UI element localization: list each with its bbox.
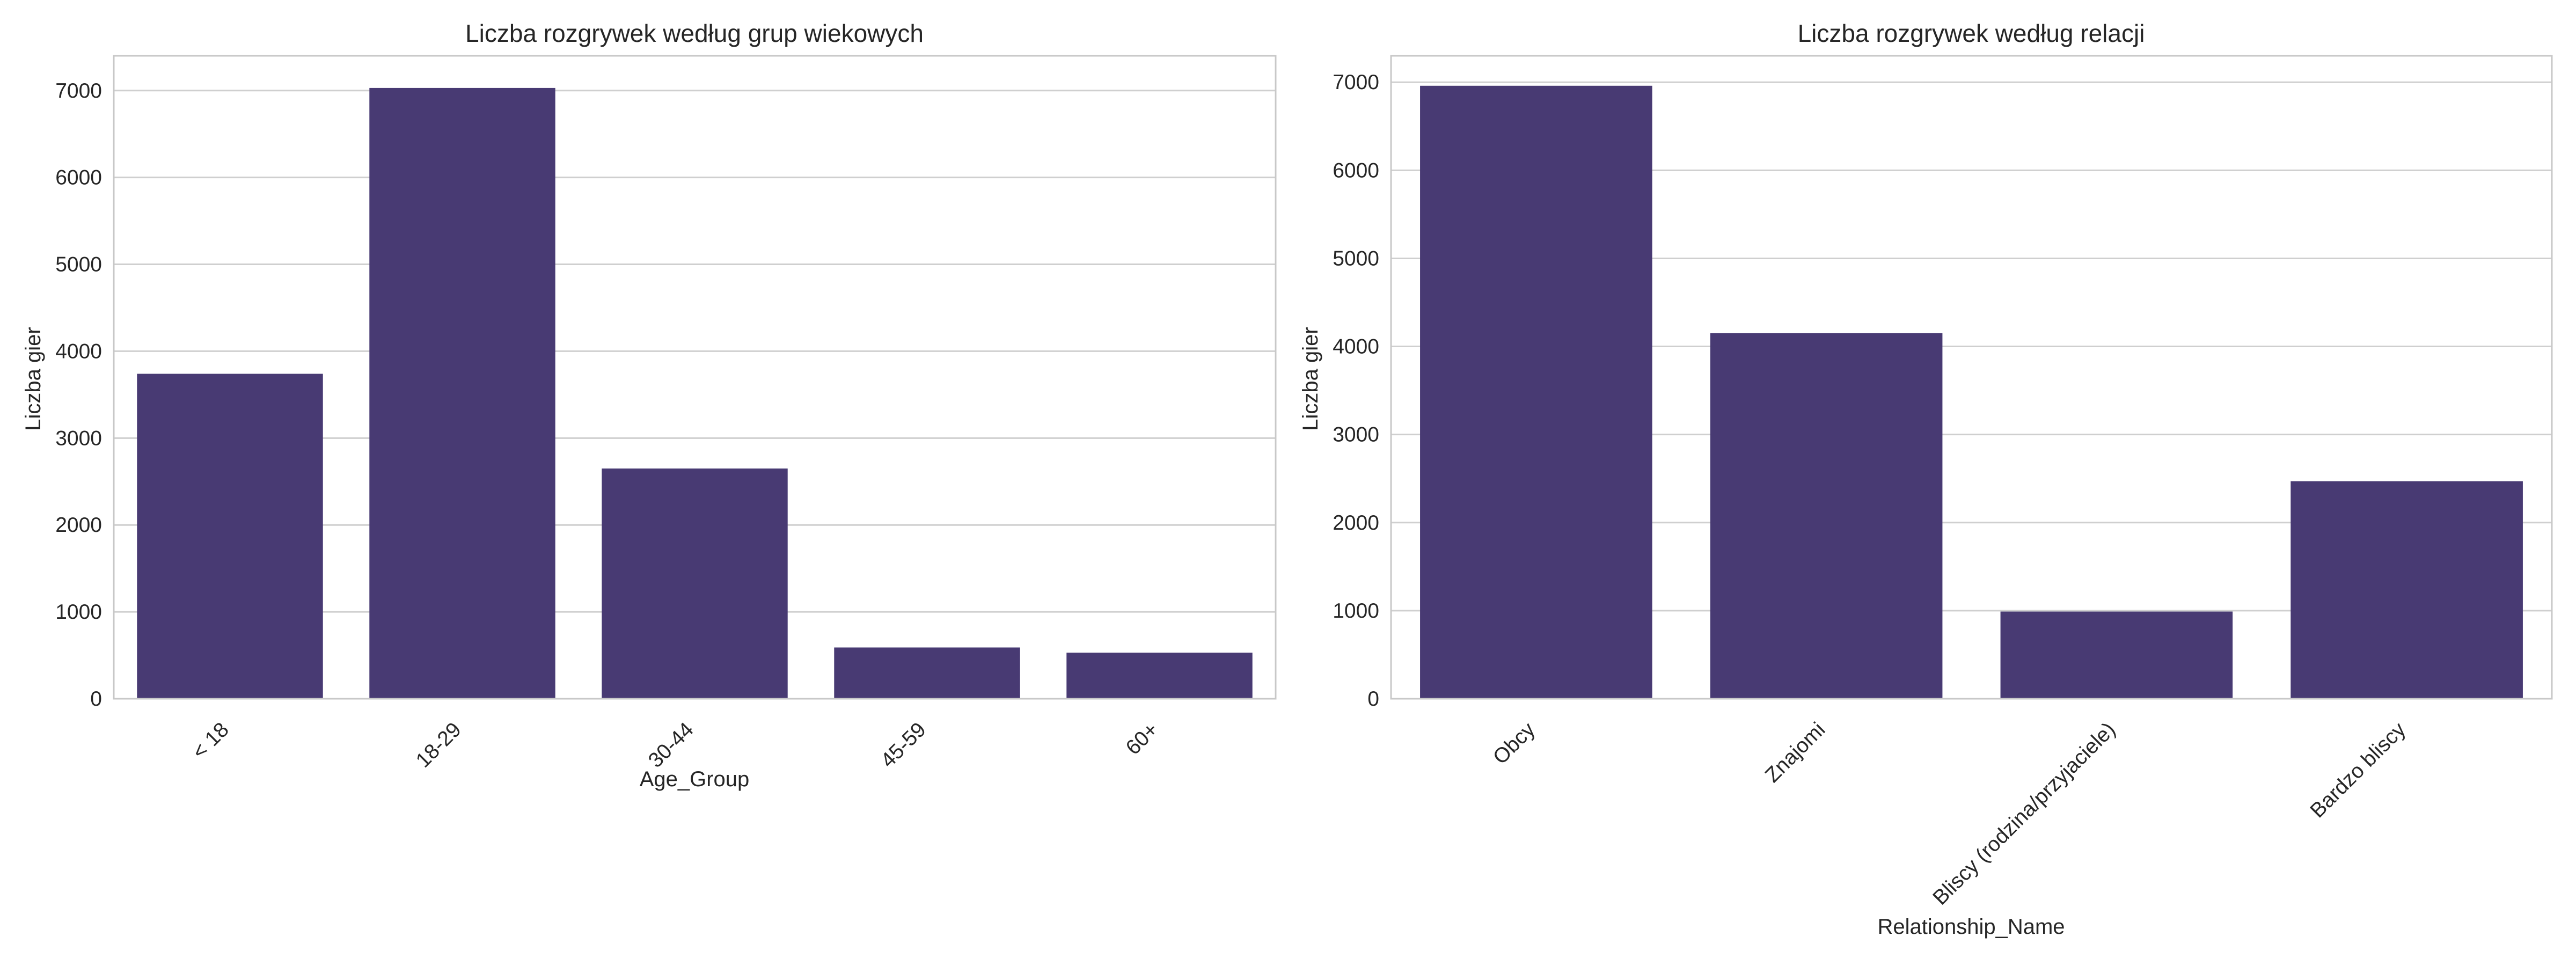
x-axis-label: Relationship_Name <box>1877 915 2065 939</box>
y-tick-label: 6000 <box>1333 159 1379 182</box>
x-tick-label: Bliscy (rodzina/przyjaciele) <box>1928 718 2120 910</box>
x-axis-label: Age_Group <box>640 767 750 791</box>
bar <box>2290 481 2523 699</box>
bar <box>1420 85 1652 699</box>
chart-title: Liczba rozgrywek według relacji <box>1798 19 2145 47</box>
y-tick-label: 4000 <box>1333 335 1379 358</box>
plot-frame <box>113 55 1277 700</box>
x-tick-label: 60+ <box>1122 718 1163 759</box>
x-tick-label: 18-29 <box>412 718 466 772</box>
y-tick-label: 4000 <box>55 340 102 363</box>
y-tick-label: 3000 <box>1333 423 1379 447</box>
bar <box>137 374 323 699</box>
y-tick-label: 0 <box>1367 687 1379 711</box>
y-tick-label: 1000 <box>55 601 102 624</box>
chart-title: Liczba rozgrywek według grup wiekowych <box>465 19 924 47</box>
y-tick-label: 7000 <box>1333 71 1379 94</box>
y-tick-label: 5000 <box>55 253 102 276</box>
bar <box>1066 653 1253 699</box>
relationship-chart: Liczba rozgrywek według relacji Relation… <box>1299 19 2553 939</box>
age-group-chart: Liczba rozgrywek według grup wiekowych A… <box>21 19 1277 791</box>
bar <box>602 468 788 699</box>
y-axis-label: Liczba gier <box>1299 327 1322 430</box>
x-tick-label: Obcy <box>1489 718 1540 769</box>
bar <box>1710 333 1943 699</box>
bar <box>834 647 1020 699</box>
x-tick-label: Znajomi <box>1761 718 1829 787</box>
x-tick-label: Bardzo bliscy <box>2306 718 2411 823</box>
y-tick-label: 1000 <box>1333 599 1379 623</box>
bar <box>2000 611 2233 699</box>
x-tick-label: < 18 <box>188 718 233 764</box>
plot-frame <box>1390 55 2553 700</box>
x-tick-label: 30-44 <box>644 718 698 772</box>
y-axis-label: Liczba gier <box>21 327 45 430</box>
y-tick-label: 3000 <box>55 427 102 450</box>
x-tick-label: 45-59 <box>876 718 931 772</box>
bar <box>369 87 555 699</box>
y-tick-label: 6000 <box>55 166 102 189</box>
y-tick-label: 2000 <box>55 514 102 537</box>
y-tick-label: 2000 <box>1333 511 1379 535</box>
y-tick-label: 5000 <box>1333 247 1379 270</box>
y-tick-label: 7000 <box>55 79 102 103</box>
y-tick-label: 0 <box>90 687 102 711</box>
